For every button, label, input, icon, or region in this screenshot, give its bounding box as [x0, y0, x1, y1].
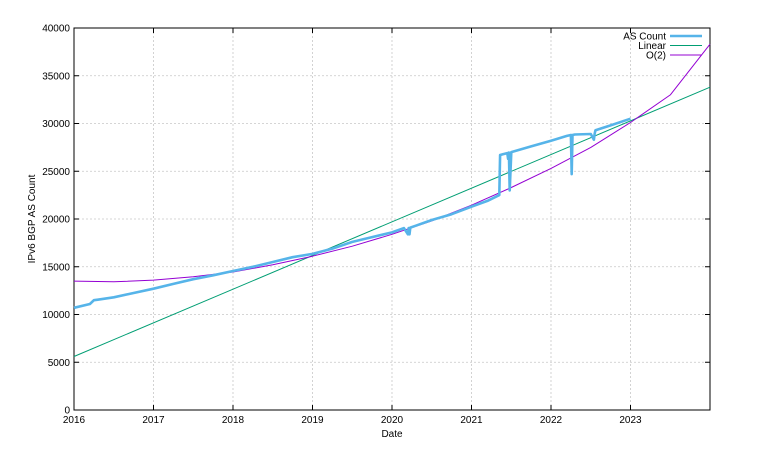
grid-lines	[74, 28, 710, 410]
series-line-linear	[73, 86, 711, 357]
legend-label: O(2)	[646, 51, 666, 62]
x-tick-label: 2021	[460, 415, 483, 426]
x-axis-title: Date	[381, 429, 403, 440]
x-tick-label: 2016	[63, 415, 86, 426]
series-group	[73, 43, 711, 357]
y-tick-label: 30000	[42, 119, 70, 130]
y-tick-label: 25000	[42, 167, 70, 178]
series-line-as-count	[73, 117, 631, 310]
series-line-o-2	[73, 43, 711, 283]
y-tick-label: 35000	[42, 71, 70, 82]
x-tick-label: 2019	[301, 415, 324, 426]
x-tick-label: 2017	[142, 415, 165, 426]
y-tick-label: 0	[64, 406, 70, 417]
y-axis-title: IPv6 BGP AS Count	[27, 174, 38, 263]
y-tick-label: 15000	[42, 262, 70, 273]
axis-ticks: 0 5000 10000 15000 20000 25000 30000 35000 40000…	[42, 24, 710, 426]
y-tick-label: 10000	[42, 310, 70, 321]
legend-label: AS Count	[623, 32, 666, 43]
legend-label: Linear	[638, 41, 666, 52]
x-tick-label: 2020	[381, 415, 404, 426]
x-tick-label: 2022	[540, 415, 563, 426]
x-tick-label: 2023	[619, 415, 642, 426]
y-tick-label: 20000	[42, 215, 70, 226]
y-tick-label: 5000	[48, 358, 71, 369]
y-tick-label: 40000	[42, 24, 70, 35]
x-tick-label: 2018	[222, 415, 245, 426]
